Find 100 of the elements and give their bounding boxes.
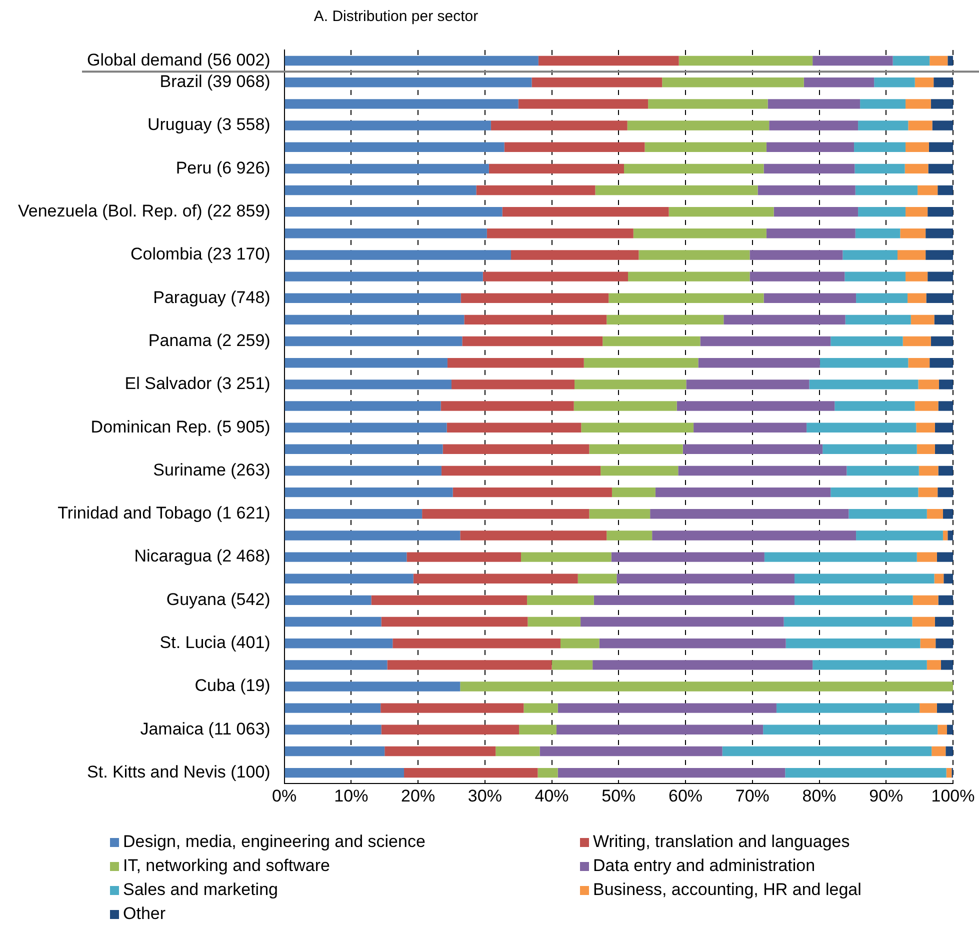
bar	[912, 595, 938, 606]
bar	[920, 638, 936, 648]
x-tick-label: 60%	[668, 786, 703, 806]
bar	[834, 401, 915, 411]
bar	[486, 228, 634, 238]
bar	[855, 185, 918, 196]
bar	[938, 401, 953, 411]
bar	[574, 401, 677, 411]
bar	[768, 99, 860, 109]
bar	[940, 660, 953, 670]
bar	[908, 358, 930, 368]
bar	[812, 660, 927, 670]
bar	[589, 444, 683, 454]
bar	[284, 724, 382, 735]
bar	[611, 552, 764, 562]
bar	[698, 358, 820, 368]
bar	[284, 768, 404, 778]
bar	[763, 724, 938, 735]
bar	[845, 314, 911, 325]
bar	[928, 164, 953, 174]
bar	[581, 422, 694, 432]
bar	[900, 228, 926, 238]
x-tick-label: 30%	[468, 786, 502, 806]
bar	[532, 78, 662, 88]
bar	[934, 574, 944, 584]
bar	[447, 358, 584, 368]
bar	[946, 724, 953, 735]
bar	[538, 56, 679, 66]
bar	[930, 358, 953, 368]
bar	[678, 56, 813, 66]
bar	[854, 164, 905, 174]
bar	[906, 206, 928, 217]
y-tick-label: Venezuela (Bol. Rep. of) (22 859)	[18, 202, 270, 221]
x-tick-label: 20%	[401, 786, 436, 806]
bar	[284, 595, 372, 606]
bar	[624, 164, 764, 174]
y-tick-label: Colombia (23 170)	[130, 244, 270, 264]
y-tick-label: Cuba (19)	[194, 676, 270, 696]
x-tick-label: 10%	[334, 786, 368, 806]
bar	[926, 250, 953, 260]
bar	[284, 142, 504, 152]
bar	[392, 638, 560, 648]
bar	[938, 595, 953, 606]
bar	[462, 336, 603, 346]
bar	[599, 638, 786, 648]
bar	[284, 638, 393, 648]
bar	[602, 336, 700, 346]
bar	[284, 444, 443, 454]
bar	[284, 530, 460, 540]
bar	[916, 444, 935, 454]
legend-label: Design, media, engineering and science	[123, 832, 426, 852]
bar	[504, 142, 645, 152]
bar	[460, 682, 953, 692]
bar	[452, 487, 612, 498]
bar	[926, 293, 953, 303]
bar	[628, 272, 750, 282]
bar	[784, 616, 912, 627]
bar	[451, 380, 575, 390]
bar	[381, 724, 520, 735]
bar	[936, 638, 953, 648]
legend-label: Data entry and administration	[593, 856, 816, 876]
y-tick-label: Dominican Rep. (5 905)	[90, 417, 270, 436]
bar	[662, 78, 804, 88]
bar	[284, 99, 518, 109]
bar	[860, 99, 906, 109]
bar	[678, 466, 847, 476]
bar	[552, 660, 593, 670]
bar	[406, 552, 522, 562]
bar	[910, 314, 934, 325]
bar	[822, 444, 917, 454]
bar	[284, 422, 447, 432]
bar	[584, 358, 698, 368]
bar	[858, 120, 908, 130]
bar	[794, 595, 913, 606]
bar	[932, 120, 953, 130]
bar	[284, 574, 414, 584]
bar	[284, 682, 460, 692]
bar	[460, 293, 609, 303]
bar	[854, 142, 906, 152]
bar	[906, 142, 929, 152]
bar	[904, 164, 928, 174]
bar	[413, 574, 578, 584]
bar	[916, 552, 937, 562]
bar	[722, 746, 932, 756]
bar	[648, 99, 768, 109]
bar	[490, 120, 628, 130]
bar	[942, 509, 953, 519]
bar	[488, 164, 624, 174]
x-tick-label: 100%	[931, 786, 975, 806]
y-tick-label: Guyana (542)	[166, 590, 270, 609]
bar	[284, 185, 476, 196]
bar	[766, 228, 856, 238]
y-tick-label: Peru (6 926)	[176, 158, 270, 178]
legend-label: Business, accounting, HR and legal	[593, 880, 862, 900]
bar	[284, 487, 453, 498]
bar	[855, 228, 900, 238]
bar	[686, 380, 810, 390]
bar	[898, 250, 926, 260]
bar	[460, 530, 607, 540]
bar	[371, 595, 528, 606]
